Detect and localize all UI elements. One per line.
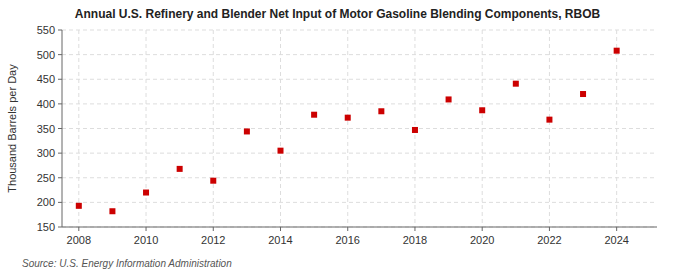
y-grid-line bbox=[62, 128, 657, 129]
y-grid-line bbox=[62, 30, 657, 31]
point bbox=[76, 203, 82, 209]
source-note: Source: U.S. Energy Information Administ… bbox=[22, 258, 232, 269]
x-axis-line bbox=[62, 227, 657, 228]
point bbox=[580, 91, 586, 97]
x-tick bbox=[616, 227, 617, 231]
x-tick-label: 2010 bbox=[134, 234, 158, 246]
point bbox=[210, 178, 216, 184]
y-grid-line bbox=[62, 227, 657, 228]
x-grid-line bbox=[280, 30, 281, 227]
title: Annual U.S. Refinery and Blender Net Inp… bbox=[75, 7, 601, 21]
x-grid-line bbox=[213, 30, 214, 227]
point bbox=[109, 208, 115, 214]
point bbox=[378, 108, 384, 114]
x-tick bbox=[347, 227, 348, 231]
x-tick-label: 2012 bbox=[201, 234, 225, 246]
x-tick bbox=[414, 227, 415, 231]
y-tick-label: 150 bbox=[37, 221, 55, 233]
x-grid-line bbox=[146, 30, 147, 227]
x-tick-label: 2022 bbox=[537, 234, 561, 246]
point bbox=[479, 107, 485, 113]
point bbox=[244, 128, 250, 134]
y-axis-label: Thousand Barrels per Day bbox=[6, 64, 18, 193]
point bbox=[513, 81, 519, 87]
y-tick bbox=[58, 79, 62, 80]
x-tick-label: 2018 bbox=[403, 234, 427, 246]
x-tick bbox=[146, 227, 147, 231]
x-tick bbox=[482, 227, 483, 231]
x-grid-line bbox=[549, 30, 550, 227]
x-tick-label: 2008 bbox=[67, 234, 91, 246]
point bbox=[177, 166, 183, 172]
y-tick-label: 250 bbox=[37, 172, 55, 184]
y-grid-line bbox=[62, 54, 657, 55]
point bbox=[345, 115, 351, 121]
y-tick bbox=[58, 54, 62, 55]
point bbox=[412, 127, 418, 133]
points bbox=[76, 48, 620, 215]
y-tick-label: 550 bbox=[37, 24, 55, 36]
point bbox=[311, 112, 317, 118]
y-grid-line bbox=[62, 153, 657, 154]
y-grid-line bbox=[62, 177, 657, 178]
y-grid-line bbox=[62, 202, 657, 203]
x-tick bbox=[280, 227, 281, 231]
x-grid-line bbox=[616, 30, 617, 227]
y-tick-label: 450 bbox=[37, 73, 55, 85]
x-grid-line bbox=[78, 30, 79, 227]
y-tick bbox=[58, 128, 62, 129]
point bbox=[143, 190, 149, 196]
x-tick bbox=[213, 227, 214, 231]
x-tick-label: 2024 bbox=[604, 234, 628, 246]
x-tick-label: 2016 bbox=[335, 234, 359, 246]
y-tick bbox=[58, 227, 62, 228]
x-tick-label: 2020 bbox=[470, 234, 494, 246]
y-tick-label: 400 bbox=[37, 98, 55, 110]
y-grid-line bbox=[62, 79, 657, 80]
y-tick bbox=[58, 30, 62, 31]
y-tick-label: 500 bbox=[37, 49, 55, 61]
x-grid-line bbox=[482, 30, 483, 227]
x-tick-label: 2014 bbox=[268, 234, 292, 246]
chart-svg: Annual U.S. Refinery and Blender Net Inp… bbox=[0, 0, 675, 275]
point bbox=[446, 96, 452, 102]
y-tick-label: 350 bbox=[37, 123, 55, 135]
y-tick-label: 200 bbox=[37, 196, 55, 208]
axes: 150 200 250 300 350 400 450 500 550 2008 2010 2012 2… bbox=[37, 24, 657, 246]
x-tick bbox=[78, 227, 79, 231]
grid bbox=[62, 30, 657, 227]
y-tick bbox=[58, 202, 62, 203]
y-tick-label: 300 bbox=[37, 147, 55, 159]
y-tick bbox=[58, 153, 62, 154]
y-tick bbox=[58, 177, 62, 178]
y-tick bbox=[58, 103, 62, 104]
point bbox=[278, 148, 284, 154]
x-tick bbox=[549, 227, 550, 231]
point bbox=[614, 48, 620, 54]
chart-container: Annual U.S. Refinery and Blender Net Inp… bbox=[0, 0, 675, 275]
y-grid-line bbox=[62, 103, 657, 104]
x-grid-line bbox=[347, 30, 348, 227]
point bbox=[546, 117, 552, 123]
